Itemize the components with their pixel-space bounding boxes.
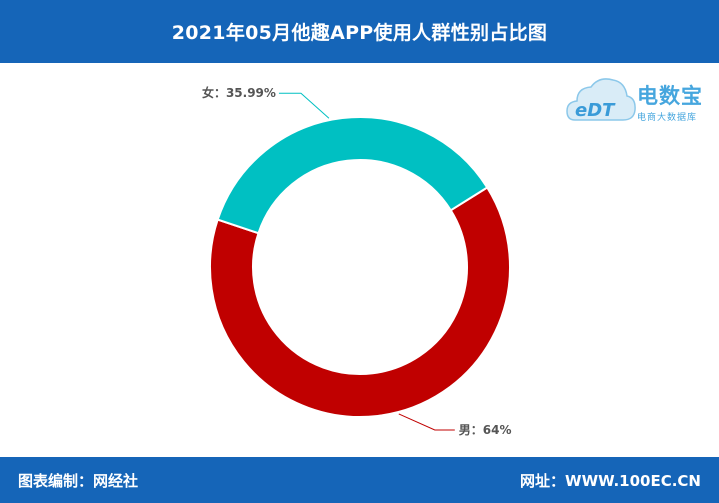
logo-brand: 电数宝 bbox=[637, 84, 703, 108]
cloud-logo-icon: eDT bbox=[566, 78, 636, 121]
page-title: 2021年05月他趣APP使用人群性别占比图 bbox=[0, 0, 719, 63]
logo-tagline: 电商大数据库 bbox=[637, 113, 698, 123]
data-label-female: 女：35.99% bbox=[202, 85, 276, 100]
leader-line-female bbox=[278, 92, 330, 119]
pie-slice-female bbox=[216, 116, 489, 235]
chart-area: 男：64% 女：35.99% bbox=[0, 63, 719, 457]
footer: 图表编制：网经社 网址：WWW.100EC.CN bbox=[0, 457, 719, 503]
footer-website: 网址：WWW.100EC.CN bbox=[520, 472, 701, 490]
footer-source: 图表编制：网经社 bbox=[18, 472, 139, 490]
data-label-male: 男：64% bbox=[459, 423, 512, 437]
logo: eDT 电数宝 电商大数据库 bbox=[565, 70, 715, 130]
donut-chart: 男：64% 女：35.99% bbox=[202, 85, 512, 437]
pie-slice-male bbox=[209, 186, 511, 418]
leader-line-male bbox=[398, 413, 455, 431]
logo-mark: eDT bbox=[575, 100, 616, 121]
